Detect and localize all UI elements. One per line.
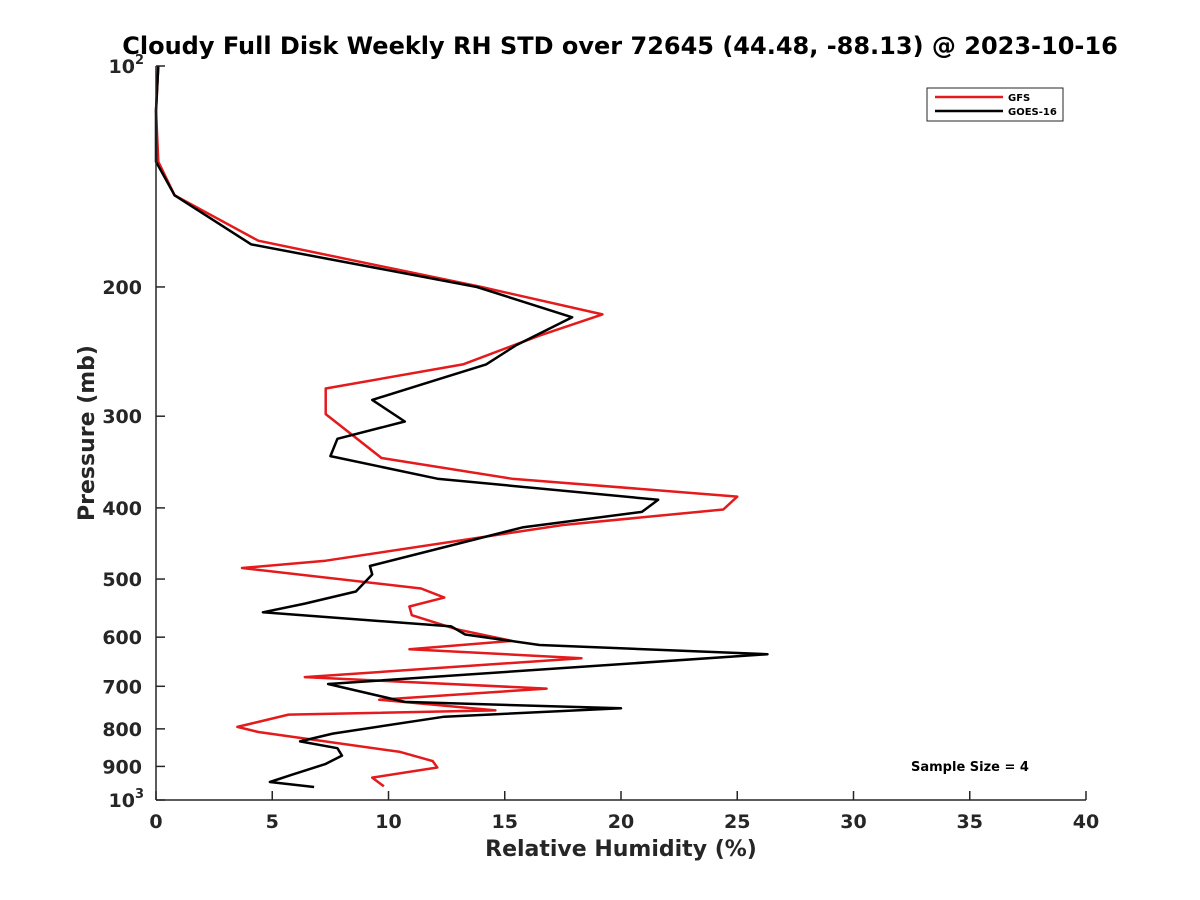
legend: GFS GOES-16 — [926, 87, 1064, 122]
y-tick-label: 900 — [102, 756, 142, 778]
x-tick-label: 10 — [375, 811, 401, 833]
x-ticks: 0 5 10 15 20 25 30 35 40 — [149, 791, 1099, 833]
series-line-goes16 — [154, 65, 769, 789]
y-tick-label: 800 — [102, 719, 142, 741]
x-tick-label: 25 — [724, 811, 750, 833]
y-tick-label: 700 — [102, 676, 142, 698]
y-tick-label: 500 — [102, 569, 142, 591]
x-axis-label: Relative Humidity (%) — [485, 837, 757, 862]
chart-title: Cloudy Full Disk Weekly RH STD over 7264… — [122, 32, 1118, 60]
series-layer — [154, 65, 769, 789]
y-tick-label: 200 — [102, 277, 142, 299]
x-tick-label: 15 — [492, 811, 518, 833]
legend-label-gfs: GFS — [1008, 93, 1030, 104]
series-line-gfs — [154, 65, 739, 788]
x-tick-label: 0 — [149, 811, 162, 833]
y-tick-label: 400 — [102, 498, 142, 520]
y-axis-label: Pressure (mb) — [75, 345, 100, 521]
y-ticks: 102 200 300 400 500 600 700 800 900 103 — [102, 53, 165, 812]
x-tick-label: 35 — [957, 811, 983, 833]
x-tick-label: 30 — [840, 811, 866, 833]
y-tick-label: 300 — [102, 406, 142, 428]
x-tick-label: 5 — [266, 811, 279, 833]
y-tick-label: 600 — [102, 627, 142, 649]
x-tick-label: 20 — [608, 811, 634, 833]
y-tick-label: 103 — [109, 787, 145, 812]
legend-label-goes16: GOES-16 — [1008, 107, 1057, 118]
x-tick-label: 40 — [1073, 811, 1099, 833]
y-tick-label: 102 — [109, 53, 145, 78]
plot-area — [156, 66, 1086, 800]
legend-box — [926, 87, 1064, 122]
sample-size-annotation: Sample Size = 4 — [911, 760, 1029, 775]
